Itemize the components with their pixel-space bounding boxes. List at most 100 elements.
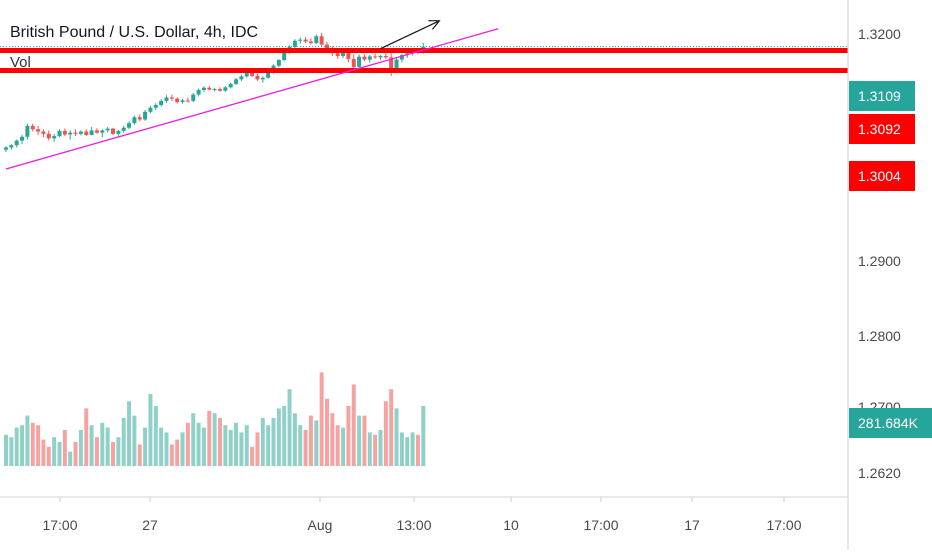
volume-bar — [41, 439, 46, 466]
volume-bar — [383, 401, 388, 466]
candle — [218, 87, 222, 92]
candle-body — [308, 41, 313, 44]
candle — [46, 130, 51, 141]
candle-body — [116, 130, 121, 134]
candle-body — [373, 56, 378, 58]
volume-bar — [228, 430, 233, 466]
volume-bar — [175, 439, 180, 466]
candle-body — [94, 130, 99, 133]
candle — [137, 114, 142, 122]
volume-bar — [78, 430, 83, 466]
candle — [367, 55, 372, 63]
volume-tag-box — [849, 408, 932, 438]
time-tick-label: Aug — [308, 517, 333, 533]
volume-bar — [9, 437, 14, 466]
drawing-layer — [0, 20, 848, 170]
candle-body — [399, 55, 404, 60]
trendline — [5, 28, 499, 170]
volume-bar — [57, 442, 62, 466]
candle-body — [159, 100, 164, 105]
candle — [143, 109, 148, 121]
candle-body — [41, 131, 46, 134]
candle — [276, 58, 281, 68]
price-tag-box — [849, 81, 915, 111]
volume-bar — [362, 415, 367, 466]
candle — [105, 127, 110, 133]
volume-bar — [137, 444, 142, 466]
price-tag-label: 1.3092 — [858, 121, 901, 137]
candle — [159, 99, 164, 107]
candle-body — [298, 39, 303, 41]
volume-bar — [341, 427, 346, 466]
candle-body — [207, 87, 212, 90]
candle-body — [111, 128, 115, 134]
candle-body — [383, 55, 388, 58]
volume-bar — [84, 408, 89, 466]
candle-body — [20, 136, 25, 141]
volume-bar — [68, 451, 73, 466]
candle-body — [234, 79, 239, 84]
candle-body — [84, 131, 89, 135]
candle — [94, 128, 99, 134]
candle — [373, 53, 378, 59]
volume-legend[interactable]: Vol — [10, 54, 31, 71]
candle — [298, 37, 303, 44]
volume-bar — [153, 406, 158, 466]
candle — [9, 144, 14, 150]
candle — [41, 129, 46, 138]
candle — [89, 127, 94, 136]
volume-bar — [330, 413, 335, 466]
candle-body — [282, 52, 287, 61]
candle-body — [367, 56, 372, 60]
volume-layer — [4, 372, 426, 466]
candle-body — [25, 125, 30, 137]
time-tick-label: 13:00 — [396, 517, 431, 533]
candle-body — [169, 97, 174, 99]
candle-body — [201, 87, 206, 91]
time-tick-label: 27 — [142, 517, 158, 533]
candle — [62, 128, 67, 137]
candle — [4, 146, 8, 152]
candle-body — [9, 145, 14, 148]
candle — [378, 55, 383, 61]
volume-bar — [89, 425, 94, 466]
candle-body — [185, 100, 190, 102]
volume-bar — [191, 413, 196, 466]
price-tag-label: 1.3004 — [858, 168, 901, 184]
candle-body — [143, 111, 148, 120]
volume-bar — [132, 415, 137, 466]
candle-body — [351, 58, 356, 67]
volume-bar — [303, 430, 308, 466]
candle — [78, 130, 83, 136]
candle-body — [228, 83, 233, 88]
candle-body — [46, 133, 51, 139]
candle-body — [212, 89, 217, 91]
candle-body — [239, 76, 244, 80]
candle-body — [62, 130, 67, 135]
candle-body — [357, 56, 362, 67]
volume-bar — [234, 422, 239, 466]
time-tick-label: 10 — [503, 517, 519, 533]
symbol-title[interactable]: British Pound / U.S. Dollar, 4h, IDC — [10, 24, 259, 41]
candle-body — [164, 97, 169, 101]
volume-bar — [36, 425, 41, 466]
candle-body — [223, 87, 228, 91]
volume-bar — [201, 427, 206, 466]
volume-bar — [325, 398, 329, 466]
volume-tag-label: 281.684K — [858, 415, 919, 431]
volume-bar — [223, 425, 228, 466]
candle — [175, 97, 180, 104]
candle — [84, 129, 89, 137]
candle-body — [132, 117, 137, 124]
candle — [164, 95, 169, 104]
candle-body — [153, 104, 158, 108]
volume-bar — [351, 384, 356, 466]
time-tick-label: 17:00 — [583, 517, 618, 533]
volume-bar — [185, 422, 190, 466]
volume-bar — [250, 446, 255, 466]
candle — [153, 103, 158, 110]
price-tag-layer: 1.3109 1.3092 1.3004 281.684K — [849, 81, 932, 438]
candle — [319, 32, 324, 47]
